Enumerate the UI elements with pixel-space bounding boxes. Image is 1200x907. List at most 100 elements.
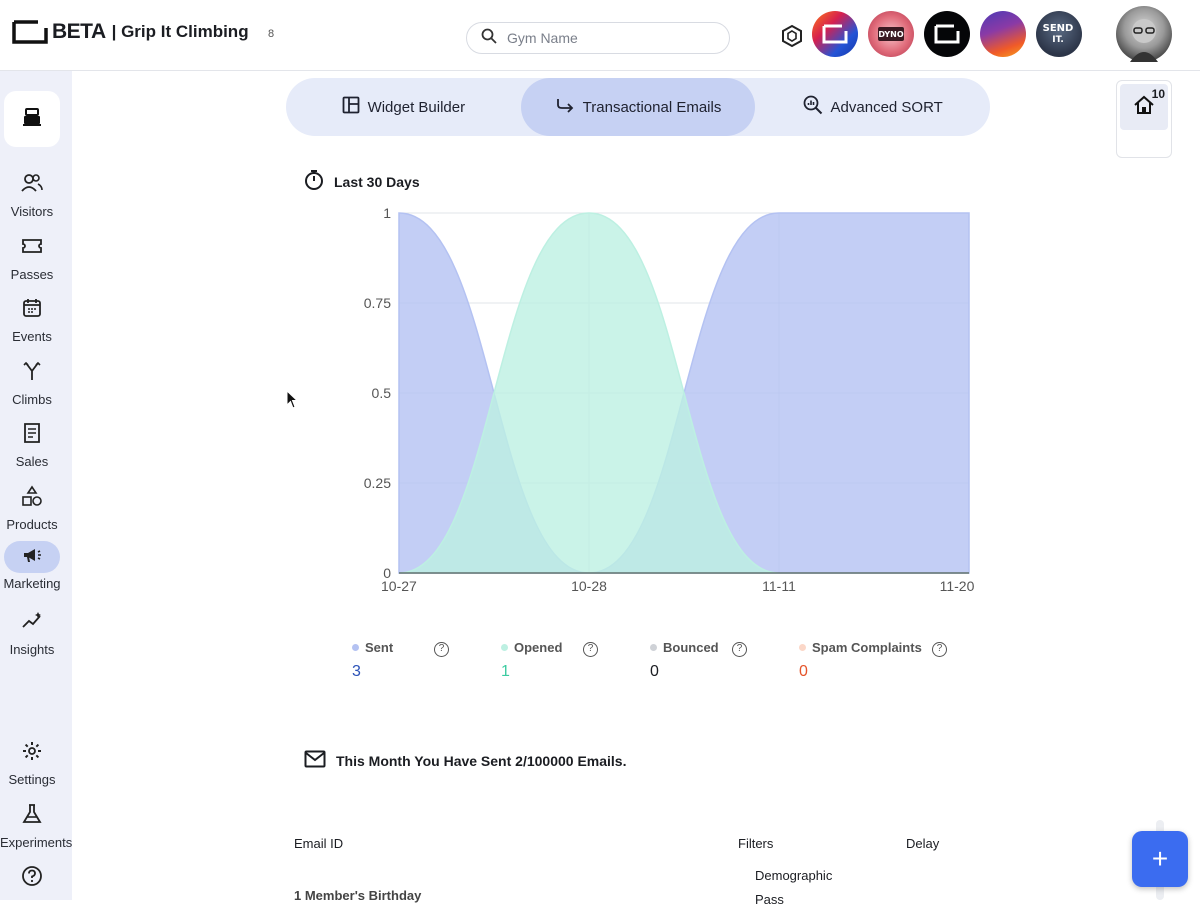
search-input[interactable] — [507, 30, 707, 46]
sidebar-item-label: Climbs — [12, 392, 52, 407]
sidebar-item-insights[interactable]: Insights — [0, 607, 64, 657]
x-tick-label: 10-27 — [381, 578, 417, 594]
gym-avatar-2[interactable]: DYNO — [868, 11, 914, 57]
legend-spam-complaints: Spam Complaints ? 0 — [799, 640, 959, 681]
gym-avatar-4[interactable] — [980, 11, 1026, 57]
tab-widget-builder[interactable]: Widget Builder — [286, 78, 521, 136]
y-tick-label: 0.25 — [364, 475, 391, 491]
flask-icon — [21, 803, 43, 830]
legend-value: 1 — [501, 663, 510, 680]
monthly-sent-text: This Month You Have Sent 2/100000 Emails… — [336, 752, 627, 769]
help-icon[interactable]: ? — [583, 642, 598, 657]
sidebar-item-sales[interactable]: Sales — [0, 419, 64, 469]
add-email-button[interactable]: + — [1132, 831, 1188, 887]
megaphone-icon — [21, 544, 43, 571]
legend-label: Spam Complaints — [812, 640, 922, 655]
sidebar-item-label: Products — [6, 517, 58, 532]
legend-value: 0 — [799, 663, 808, 680]
legend-value: 3 — [352, 663, 361, 680]
emails-area-chart: 0 0.25 0.5 0.75 1 10-27 10-28 11-11 11-20 — [364, 205, 975, 594]
gym-name[interactable]: | Grip It Climbing — [111, 22, 249, 41]
y-tick-label: 0.75 — [364, 295, 391, 311]
date-range[interactable]: Last 30 Days — [304, 169, 420, 194]
marketing-tabs: Widget Builder Transactional Emails Adva… — [286, 78, 990, 136]
mouse-cursor-icon — [286, 390, 299, 409]
sidebar-item-visitors[interactable]: Visitors — [0, 169, 64, 219]
help-icon[interactable]: ? — [434, 642, 449, 657]
legend-sent: Sent ? 3 — [352, 640, 502, 681]
x-tick-label: 10-28 — [571, 578, 607, 594]
sidebar-item-products[interactable]: Products — [0, 482, 64, 532]
brand-name: BETA — [52, 20, 106, 43]
sidebar-item-label: Events — [12, 329, 52, 344]
sparkle-chart-icon — [21, 610, 43, 637]
gym-search[interactable] — [466, 22, 730, 54]
home-button[interactable] — [1120, 84, 1168, 130]
shapes-icon — [21, 485, 43, 512]
legend-dot — [501, 644, 508, 651]
legend-opened: Opened ? 1 — [501, 640, 651, 681]
layout-icon — [342, 96, 360, 118]
tab-label: Advanced SORT — [830, 98, 943, 116]
gym-avatar-1[interactable] — [812, 11, 858, 57]
sidebar-item-passes[interactable]: Passes — [0, 232, 64, 282]
search-icon — [481, 28, 497, 49]
column-header-delay[interactable]: Delay — [906, 836, 940, 851]
monthly-sent-summary: This Month You Have Sent 2/100000 Emails… — [304, 750, 626, 771]
calendar-icon — [21, 297, 43, 324]
gym-avatar-3[interactable] — [924, 11, 970, 57]
legend-dot — [650, 644, 657, 651]
sidebar-item-experiments[interactable]: Experiments — [0, 800, 73, 850]
y-tick-label: 0.5 — [372, 385, 392, 401]
sidebar-item-label: Visitors — [10, 204, 54, 219]
x-tick-label: 11-11 — [762, 578, 796, 594]
sidebar-item-label: Sales — [15, 454, 49, 469]
sidebar-item-events[interactable]: Events — [0, 294, 64, 344]
column-header-email-id[interactable]: Email ID — [294, 836, 344, 851]
legend-bounced: Bounced ? 0 — [650, 640, 800, 681]
logo[interactable]: BETA | Grip It Climbing — [12, 20, 249, 44]
tab-label: Transactional Emails — [582, 98, 722, 116]
sidebar-item-climbs[interactable]: Climbs — [0, 357, 64, 407]
svg-text:IT.: IT. — [1052, 35, 1064, 45]
tab-transactional-emails[interactable]: Transactional Emails — [520, 78, 756, 136]
gym-count-badge: 8 — [268, 28, 275, 40]
tab-label: Widget Builder — [367, 98, 466, 116]
user-avatar[interactable] — [1116, 6, 1172, 62]
tab-advanced-sort[interactable]: Advanced SORT — [755, 78, 990, 136]
x-tick-label: 11-20 — [940, 578, 975, 594]
filter-chip: Demographic — [755, 868, 833, 883]
register-icon — [21, 106, 43, 133]
sidebar-item-help[interactable] — [0, 862, 64, 897]
help-icon[interactable]: ? — [932, 642, 947, 657]
legend-value: 0 — [650, 663, 659, 680]
sidebar-item-label: Passes — [10, 267, 54, 282]
sidebar-item-label: Experiments — [0, 835, 73, 850]
right-quick-panel: 10 — [1116, 80, 1172, 158]
svg-text:SEND: SEND — [1043, 23, 1074, 34]
column-header-filters[interactable]: Filters — [738, 836, 774, 851]
help-icon — [21, 865, 43, 892]
svg-text:DYNO: DYNO — [878, 30, 904, 39]
sidebar-item-label: Marketing — [3, 576, 61, 591]
beta-logo-icon — [12, 20, 48, 44]
y-tick-label: 1 — [383, 205, 391, 221]
notification-count: 10 — [1151, 87, 1165, 101]
gym-avatar-5[interactable]: SEND IT. — [1036, 11, 1082, 57]
ticket-icon — [21, 235, 43, 262]
people-icon — [21, 172, 43, 199]
y-tick-label: 0 — [383, 565, 391, 581]
table-row-name[interactable]: 1 Member's Birthday — [294, 888, 422, 903]
hexagon-icon[interactable] — [780, 24, 804, 53]
sidebar-item-label: Insights — [9, 642, 55, 657]
legend-label: Opened — [514, 640, 563, 655]
legend-dot — [352, 644, 359, 651]
dashboard-button[interactable] — [4, 91, 60, 147]
forward-arrow-icon — [555, 96, 575, 118]
route-icon — [21, 360, 43, 387]
sidebar-item-settings[interactable]: Settings — [0, 737, 64, 787]
date-range-label: Last 30 Days — [334, 173, 420, 190]
sidebar-item-marketing[interactable]: Marketing — [0, 541, 64, 591]
help-icon[interactable]: ? — [732, 642, 747, 657]
